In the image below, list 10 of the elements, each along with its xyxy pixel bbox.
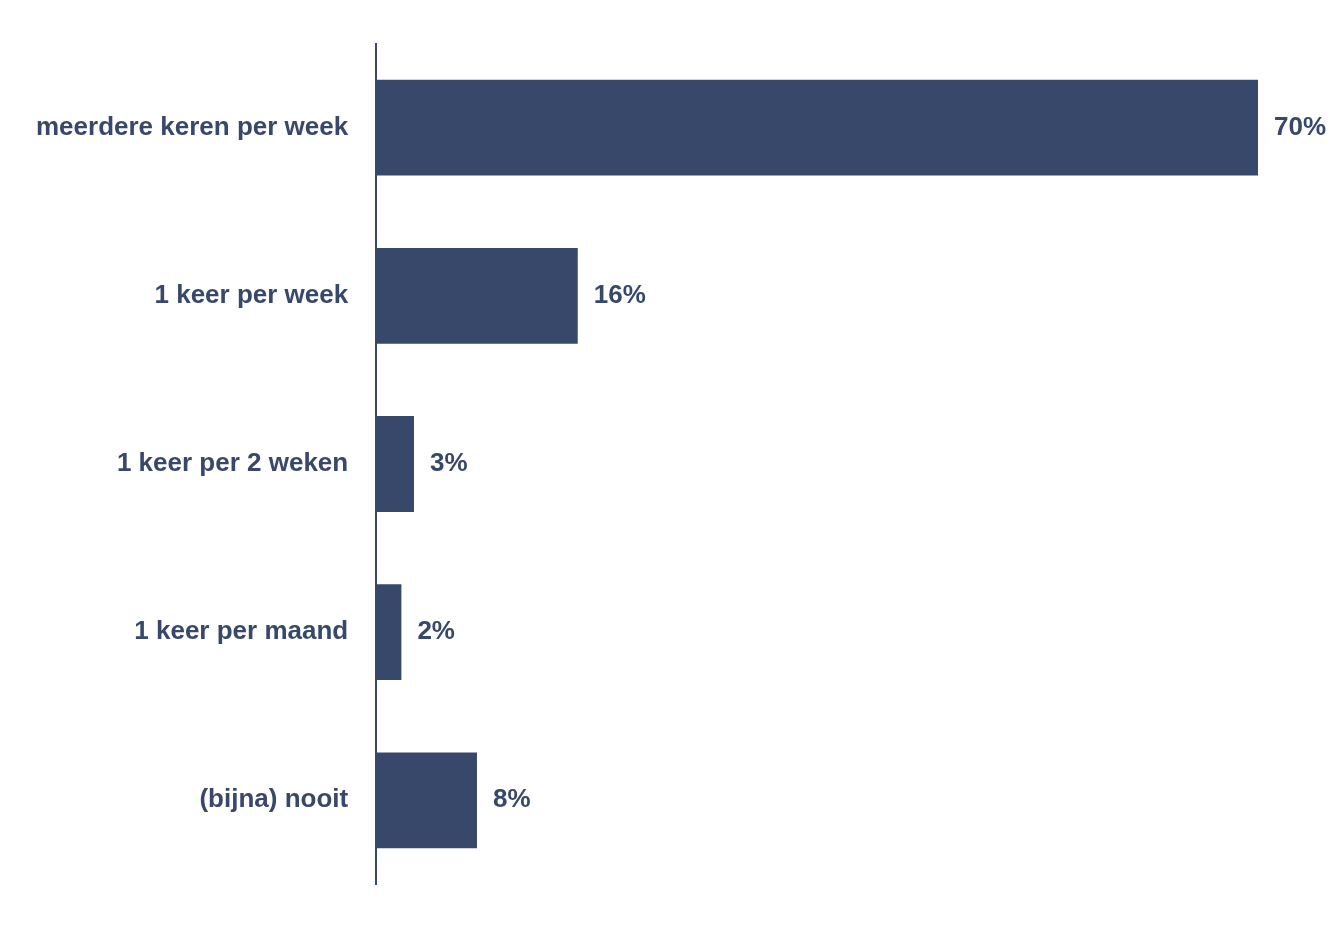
- y-tick-label: meerdere keren per week: [35, 110, 349, 141]
- y-tick-label: 1 keer per maand: [134, 615, 349, 646]
- data-label: 8%: [492, 783, 531, 814]
- y-tick-label: 1 keer per 2 weken: [116, 447, 349, 478]
- data-label: 3%: [429, 447, 468, 478]
- y-tick-label: 1 keer per week: [154, 279, 349, 310]
- data-label: 70%: [1274, 110, 1327, 141]
- data-label: 2%: [417, 615, 455, 646]
- data-label: 16%: [593, 279, 646, 310]
- y-tick-label: (bijna) nooit: [199, 783, 349, 814]
